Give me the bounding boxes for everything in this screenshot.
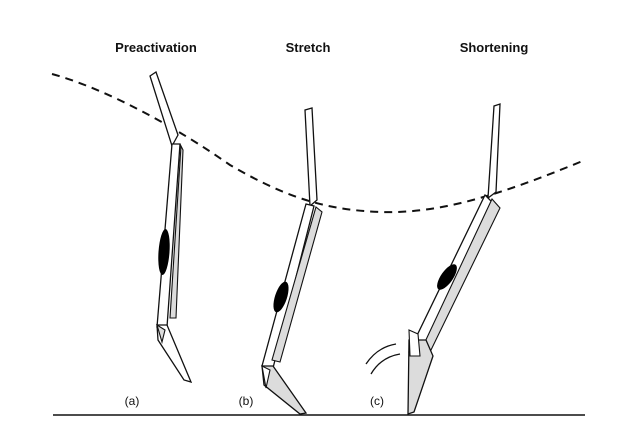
motion-arc <box>365 343 397 365</box>
thigh-segment <box>487 103 501 200</box>
foot-segment <box>407 339 434 415</box>
phase-title-stretch: Stretch <box>285 40 331 55</box>
muscle-belly <box>158 229 170 275</box>
heel-segment <box>156 323 166 345</box>
muscle-belly <box>273 281 289 313</box>
hip-trajectory-dashed-line <box>51 73 586 214</box>
motion-arc <box>370 353 401 375</box>
muscle-tendon-unit <box>169 143 184 319</box>
heel-segment <box>261 365 271 389</box>
muscle-tendon-unit <box>423 198 501 351</box>
panel-label-a: (a) <box>124 394 140 408</box>
phase-title-preactivation: Preactivation <box>115 40 197 55</box>
leg-figure-preactivation <box>149 70 193 383</box>
thigh-segment <box>304 107 318 208</box>
leg-figure-shortening <box>365 103 501 415</box>
muscle-tendon-unit <box>271 206 323 363</box>
heel-segment <box>408 329 421 357</box>
thigh-segment <box>149 70 179 148</box>
phase-title-shortening: Shortening <box>459 40 529 55</box>
muscle-belly <box>437 264 457 290</box>
leg-figure-stretch <box>261 107 323 415</box>
panel-label-c: (c) <box>370 394 384 408</box>
foot-segment <box>156 324 193 383</box>
panel-label-b: (b) <box>238 394 254 408</box>
foot-segment <box>261 365 308 415</box>
